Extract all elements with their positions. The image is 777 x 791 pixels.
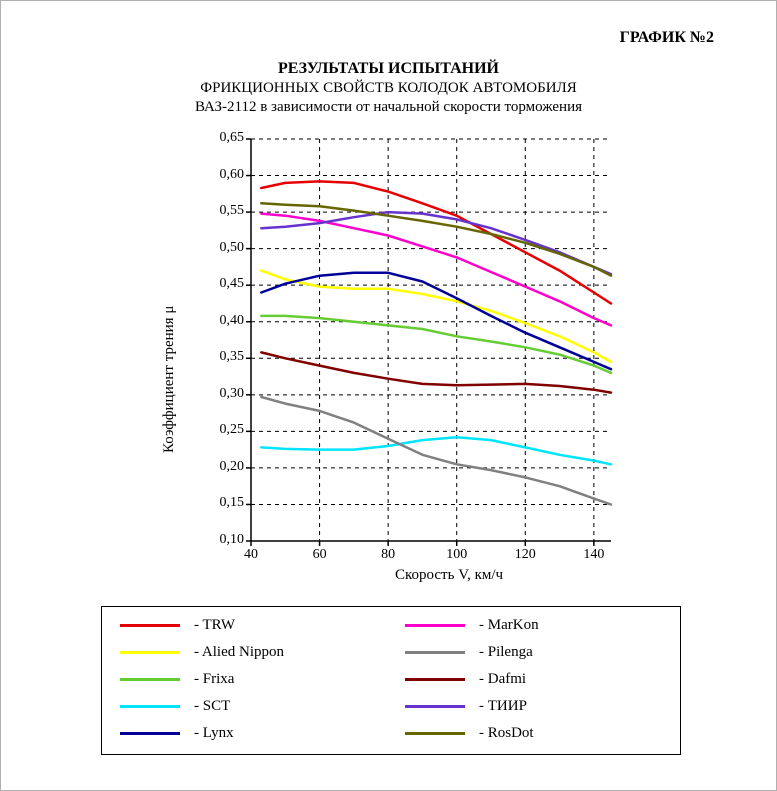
legend-label: SCT xyxy=(194,698,230,715)
legend-item: Frixa xyxy=(120,671,377,688)
ytick-label: 0,55 xyxy=(199,203,244,219)
chart-number-label: ГРАФИК №2 xyxy=(620,29,714,47)
legend-swatch xyxy=(405,678,465,681)
legend-item: Dafmi xyxy=(405,671,662,688)
legend-item: Lynx xyxy=(120,725,377,742)
page: ГРАФИК №2 РЕЗУЛЬТАТЫ ИСПЫТАНИЙ ФРИКЦИОНН… xyxy=(0,0,777,791)
ytick-label: 0,45 xyxy=(199,276,244,292)
xtick-label: 40 xyxy=(236,547,266,563)
legend-item: TRW xyxy=(120,617,377,634)
legend-box: TRW MarKon Alied Nippon Pilenga Frixa Dafmi SC… xyxy=(101,606,681,755)
legend-item: Pilenga xyxy=(405,644,662,661)
ytick-label: 0,40 xyxy=(199,313,244,329)
legend-swatch xyxy=(405,732,465,735)
ytick-label: 0,60 xyxy=(199,167,244,183)
legend-label: ТИИР xyxy=(479,698,527,715)
x-axis-label: Скорость V, км/ч xyxy=(395,567,503,584)
title-sub: ФРИКЦИОННЫХ СВОЙСТВ КОЛОДОК АВТОМОБИЛЯ xyxy=(1,79,776,98)
legend-label: Lynx xyxy=(194,725,234,742)
legend-item: ТИИР xyxy=(405,698,662,715)
legend-swatch xyxy=(120,705,180,708)
ytick-label: 0,30 xyxy=(199,386,244,402)
ytick-label: 0,35 xyxy=(199,349,244,365)
legend-label: TRW xyxy=(194,617,235,634)
ytick-label: 0,10 xyxy=(199,532,244,548)
legend-swatch xyxy=(120,678,180,681)
legend-label: Alied Nippon xyxy=(194,644,284,661)
legend-swatch xyxy=(405,705,465,708)
legend-swatch xyxy=(120,732,180,735)
legend-item: SCT xyxy=(120,698,377,715)
ytick-label: 0,65 xyxy=(199,130,244,146)
legend-grid: TRW MarKon Alied Nippon Pilenga Frixa Dafmi SC… xyxy=(120,617,662,742)
legend-swatch xyxy=(405,624,465,627)
legend-item: MarKon xyxy=(405,617,662,634)
xtick-label: 60 xyxy=(305,547,335,563)
ytick-label: 0,25 xyxy=(199,422,244,438)
ytick-label: 0,20 xyxy=(199,459,244,475)
legend-label: MarKon xyxy=(479,617,539,634)
ytick-label: 0,50 xyxy=(199,240,244,256)
ytick-label: 0,15 xyxy=(199,495,244,511)
xtick-label: 140 xyxy=(579,547,609,563)
title-sub2: ВАЗ-2112 в зависимости от начальной скор… xyxy=(1,98,776,117)
xtick-label: 80 xyxy=(373,547,403,563)
legend-label: Dafmi xyxy=(479,671,526,688)
chart-area: 0,10 0,15 0,20 0,25 0,30 0,35 0,40 0,45 0,50 0,55… xyxy=(191,131,621,591)
xtick-label: 120 xyxy=(510,547,540,563)
legend-label: Frixa xyxy=(194,671,234,688)
xtick-label: 100 xyxy=(442,547,472,563)
y-axis-label: Коэффициент трения μ xyxy=(161,305,178,452)
legend-item: Alied Nippon xyxy=(120,644,377,661)
legend-swatch xyxy=(120,624,180,627)
legend-item: RosDot xyxy=(405,725,662,742)
legend-swatch xyxy=(120,651,180,654)
legend-swatch xyxy=(405,651,465,654)
chart-svg xyxy=(191,131,621,591)
title-main: РЕЗУЛЬТАТЫ ИСПЫТАНИЙ xyxy=(1,59,776,79)
legend-label: RosDot xyxy=(479,725,534,742)
title-block: РЕЗУЛЬТАТЫ ИСПЫТАНИЙ ФРИКЦИОННЫХ СВОЙСТВ… xyxy=(1,59,776,117)
legend-label: Pilenga xyxy=(479,644,533,661)
